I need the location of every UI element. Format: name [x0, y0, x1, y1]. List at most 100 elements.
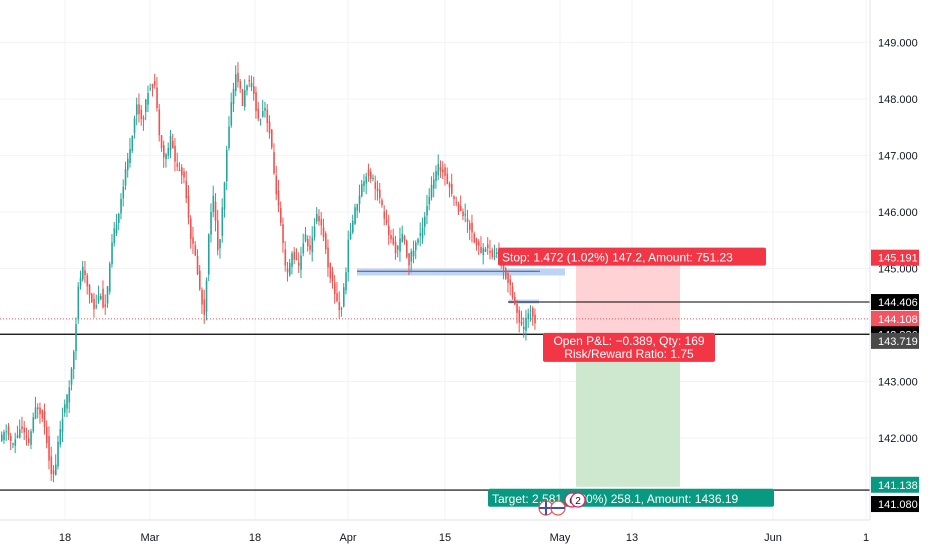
candle-up	[221, 207, 224, 237]
candle-up	[34, 407, 37, 419]
candle-up	[228, 126, 230, 149]
candle-up	[77, 286, 80, 320]
candle-down	[28, 438, 30, 443]
candle-down	[471, 222, 473, 233]
candle-down	[194, 245, 197, 256]
candle-down	[489, 251, 491, 253]
candle-up	[127, 158, 129, 170]
candle-up	[430, 184, 433, 198]
candle-up	[167, 147, 170, 156]
resistance-band	[357, 268, 565, 276]
candle-up	[235, 74, 237, 91]
candle-up	[415, 242, 417, 251]
candle-down	[158, 109, 161, 136]
candle-up	[3, 431, 5, 441]
candle-down	[37, 407, 39, 410]
price-tag-text: 143.719	[878, 336, 918, 348]
candle-down	[390, 235, 392, 240]
price-tag-target[interactable]: 141.138	[871, 476, 919, 493]
price-tag-last[interactable]: 144.108	[871, 310, 919, 327]
candle-up	[55, 464, 57, 475]
candle-down	[403, 236, 406, 241]
candle-up	[352, 220, 354, 233]
candle-down	[187, 196, 190, 218]
price-tag-stop[interactable]: 145.191	[871, 249, 919, 266]
candle-up	[75, 324, 77, 351]
candle-down	[160, 135, 163, 148]
price-tag-entry[interactable]: 143.719	[871, 332, 919, 349]
price-axis[interactable]: 149.000 148.000 147.000 146.000 145.000 143.0…	[871, 37, 919, 513]
candle-up	[365, 176, 368, 184]
candle-down	[367, 169, 370, 177]
candle-up	[289, 263, 291, 276]
candle-up	[73, 351, 75, 370]
candle-up	[57, 441, 59, 467]
candle-down	[318, 216, 320, 222]
candle-up	[232, 88, 235, 105]
candle-up	[70, 368, 73, 385]
candle-up	[523, 326, 525, 330]
pnl-info-box	[543, 332, 715, 362]
candle-down	[23, 427, 26, 433]
price-axis-tick-label: 142.000	[878, 433, 918, 445]
candle-down	[286, 268, 289, 273]
candle-up	[300, 255, 302, 270]
event-markers[interactable]: 62	[538, 492, 586, 516]
stop-info-text: Stop: 1.472 (1.02%) 147.2, Amount: 751.2…	[502, 251, 733, 265]
candle-down	[174, 145, 176, 162]
candle-down	[140, 109, 143, 120]
candle-down	[509, 279, 512, 286]
price-tag-line[interactable]: 144.406	[871, 294, 919, 311]
stop-info-label[interactable]: Stop: 1.472 (1.02%) 147.2, Amount: 751.2…	[498, 247, 766, 266]
price-axis-tick-label: 146.000	[878, 207, 918, 219]
candle-down	[307, 238, 309, 247]
candle-down	[156, 87, 158, 109]
candle-up	[262, 111, 264, 117]
candle-down	[88, 284, 91, 296]
candle-down	[293, 251, 296, 260]
time-axis-tick-label: 18	[249, 532, 261, 544]
price-tag-text: 141.138	[878, 480, 918, 492]
price-axis-tick-label: 147.000	[878, 150, 918, 162]
candle-up	[311, 237, 314, 253]
candle-up	[428, 197, 431, 205]
candle-down	[379, 189, 381, 198]
candle-up	[347, 239, 350, 273]
candle-down	[505, 268, 507, 279]
candle-down	[41, 410, 44, 419]
candle-down	[475, 238, 478, 246]
candle-up	[115, 224, 118, 234]
candle-up	[59, 429, 62, 445]
candle-down	[84, 270, 86, 275]
candle-up	[147, 93, 149, 105]
time-axis-tick-label: 1	[863, 532, 869, 544]
candle-down	[394, 242, 397, 254]
candle-down	[104, 304, 107, 307]
candle-down	[25, 436, 28, 438]
candle-up	[226, 149, 228, 182]
target-info-label[interactable]: Target: 2.581 (1.80%) 258.1, Amount: 143…	[488, 488, 774, 507]
price-tag-line[interactable]: 141.080	[871, 496, 919, 513]
candle-up	[145, 99, 147, 112]
candle-up	[437, 163, 440, 176]
candle-down	[469, 223, 471, 231]
time-axis[interactable]: 18 Mar 18 Apr 15 May 13 Jun 1	[0, 519, 870, 544]
candle-down	[520, 321, 523, 325]
price-axis-tick-label: 149.000	[878, 37, 918, 49]
candle-down	[93, 298, 95, 310]
candle-down	[385, 219, 388, 223]
candle-down	[376, 188, 379, 192]
candle-up	[435, 170, 437, 181]
stop-loss-zone	[576, 257, 680, 341]
candle-down	[102, 288, 104, 308]
candle-up	[361, 183, 363, 197]
candle-down	[320, 219, 323, 226]
event-marker-icon[interactable]	[570, 492, 586, 508]
candle-up	[419, 233, 422, 236]
candle-down	[185, 180, 188, 199]
candle-down	[374, 182, 377, 189]
candle-down	[392, 237, 395, 245]
candle-down	[408, 253, 410, 266]
